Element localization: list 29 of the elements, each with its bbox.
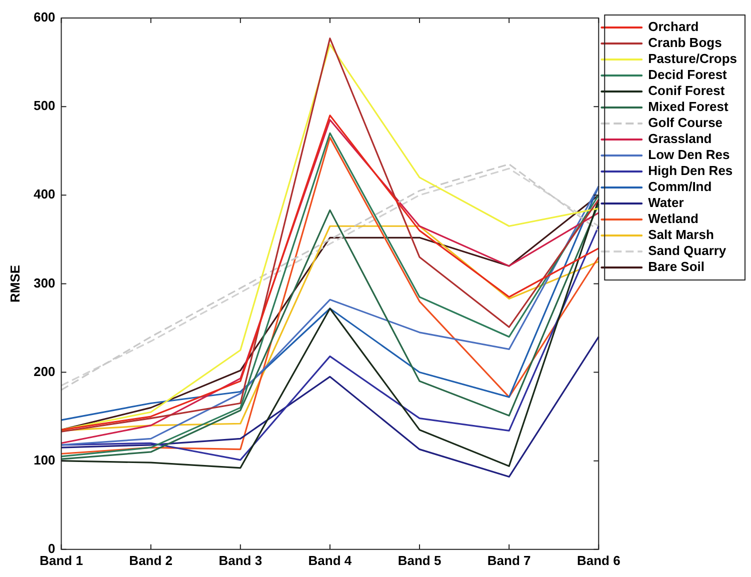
legend-label: Golf Course: [648, 115, 723, 130]
legend-label: Mixed Forest: [648, 99, 729, 114]
legend-label: High Den Res: [648, 163, 733, 178]
legend-label: Water: [648, 195, 684, 210]
legend-label: Low Den Res: [648, 147, 730, 162]
legend-label: Orchard: [648, 19, 699, 34]
x-tick-label: Band 2: [129, 552, 173, 568]
y-tick-label: 400: [34, 186, 56, 202]
legend-label: Sand Quarry: [648, 243, 727, 258]
y-tick-label: 500: [34, 98, 56, 114]
legend-label: Pasture/Crops: [648, 51, 738, 66]
y-axis-title: RMSE: [7, 264, 22, 302]
legend-label: Decid Forest: [648, 67, 728, 82]
legend-label: Comm/Ind: [648, 179, 712, 194]
x-tick-label: Band 5: [398, 552, 442, 568]
x-tick-label: Band 7: [487, 552, 531, 568]
legend-label: Conif Forest: [648, 83, 726, 98]
x-tick-label: Band 4: [308, 552, 352, 568]
y-tick-label: 200: [34, 364, 56, 379]
legend-label: Grassland: [648, 131, 712, 146]
legend-label: Cranb Bogs: [648, 35, 722, 50]
x-tick-label: Band 3: [218, 552, 262, 568]
y-tick-label: 100: [34, 452, 56, 468]
legend-label: Bare Soil: [648, 259, 704, 274]
legend-label: Salt Marsh: [648, 227, 714, 242]
x-tick-label: Band 6: [576, 552, 620, 568]
y-tick-label: 300: [34, 275, 56, 290]
y-tick-label: 600: [34, 10, 56, 25]
legend-label: Wetland: [648, 211, 699, 226]
